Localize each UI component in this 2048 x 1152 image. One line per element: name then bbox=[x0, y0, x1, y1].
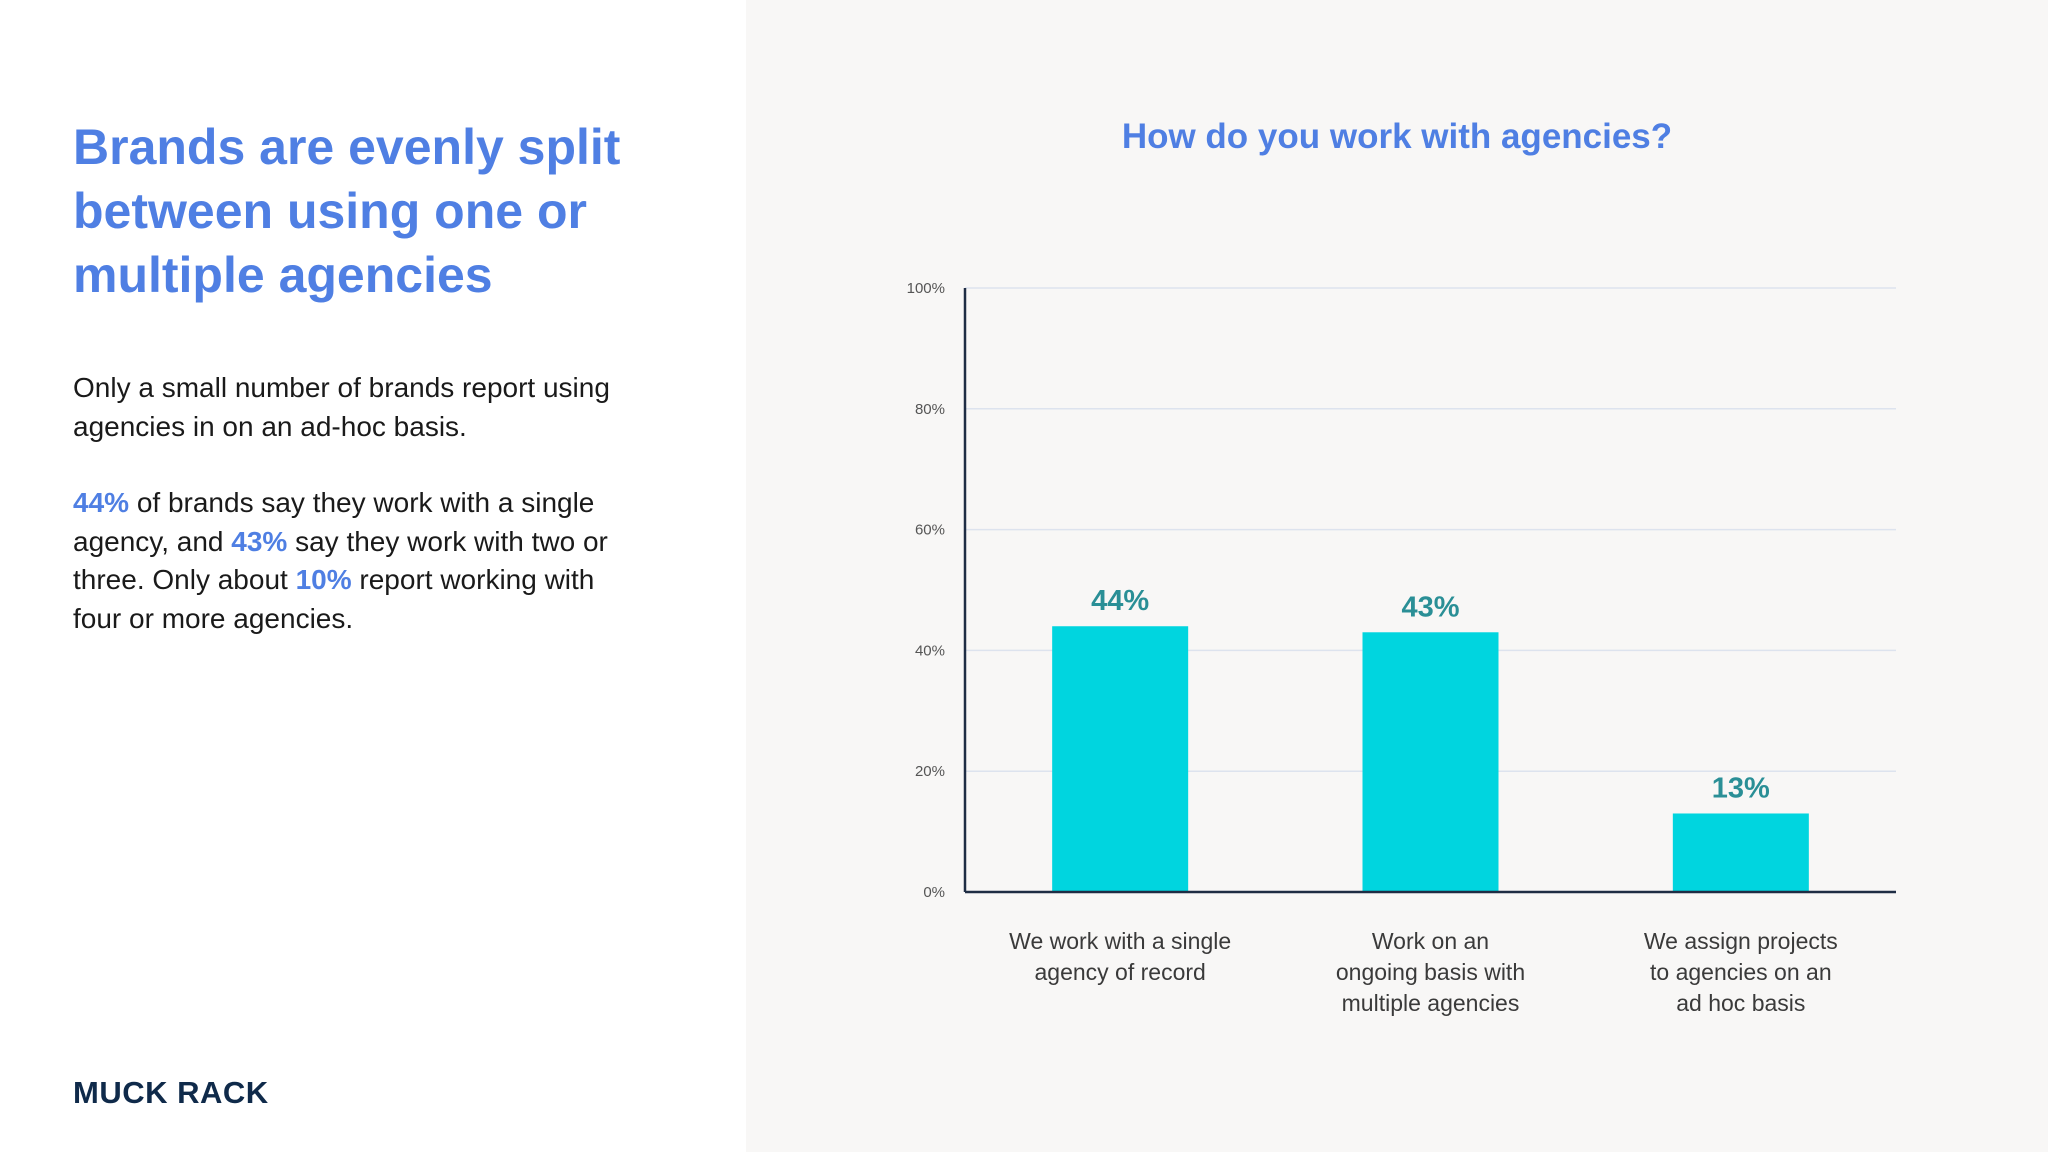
chart-title: How do you work with agencies? bbox=[1121, 117, 1673, 156]
x-category-label-line: We assign projects bbox=[1643, 928, 1838, 954]
headline: Brands are evenly split between using on… bbox=[73, 119, 621, 303]
left-panel: Brands are evenly split between using on… bbox=[0, 0, 746, 1152]
y-tick-label: 80% bbox=[915, 401, 945, 418]
x-category-label: We work with a single agency of record bbox=[990, 926, 1250, 988]
y-tick-label: 100% bbox=[907, 280, 945, 297]
x-category-label: Work on an ongoing basis with multiple age… bbox=[1301, 926, 1561, 1019]
y-tick-label: 0% bbox=[923, 884, 945, 901]
bar bbox=[1362, 632, 1499, 892]
data-label: 13% bbox=[1712, 772, 1770, 804]
x-category-label: We assign projects to agencies on an ad ho… bbox=[1611, 926, 1871, 1019]
intro-paragraph: Only a small number of brands report usi… bbox=[73, 372, 610, 442]
x-category-label-line: agency of record bbox=[1034, 959, 1206, 985]
muck-rack-logo: MUCK RACK bbox=[73, 1075, 269, 1110]
data-label: 44% bbox=[1091, 585, 1149, 617]
detail-paragraph: 44% of brands say they work with a singl… bbox=[73, 484, 633, 638]
x-category-label-line: We work with a single bbox=[1009, 928, 1232, 954]
y-tick-label: 60% bbox=[915, 522, 945, 539]
stat-two-three-agencies: 43% bbox=[231, 525, 288, 557]
stat-single-agency: 44% bbox=[73, 487, 130, 518]
data-label: 43% bbox=[1401, 591, 1459, 623]
x-category-label-line: multiple agencies bbox=[1341, 990, 1520, 1016]
detail-text-3: report working with four or more agencie… bbox=[73, 564, 595, 634]
x-category-label-line: ongoing basis with bbox=[1335, 959, 1526, 985]
bar bbox=[1672, 813, 1809, 892]
chart-panel bbox=[746, 0, 2048, 1152]
x-category-label-line: ad hoc basis bbox=[1676, 990, 1806, 1016]
y-tick-label: 20% bbox=[915, 763, 945, 780]
bar bbox=[1052, 626, 1189, 892]
detail-text-1: of brands say they work with a single ag… bbox=[73, 487, 595, 557]
y-tick-label: 40% bbox=[915, 642, 945, 659]
stat-four-plus-agencies: 10% bbox=[295, 564, 352, 595]
x-category-label-line: Work on an bbox=[1371, 928, 1490, 954]
detail-text-2: say they work with two or three. Only ab… bbox=[73, 525, 608, 596]
x-category-label-line: to agencies on an bbox=[1650, 959, 1832, 985]
